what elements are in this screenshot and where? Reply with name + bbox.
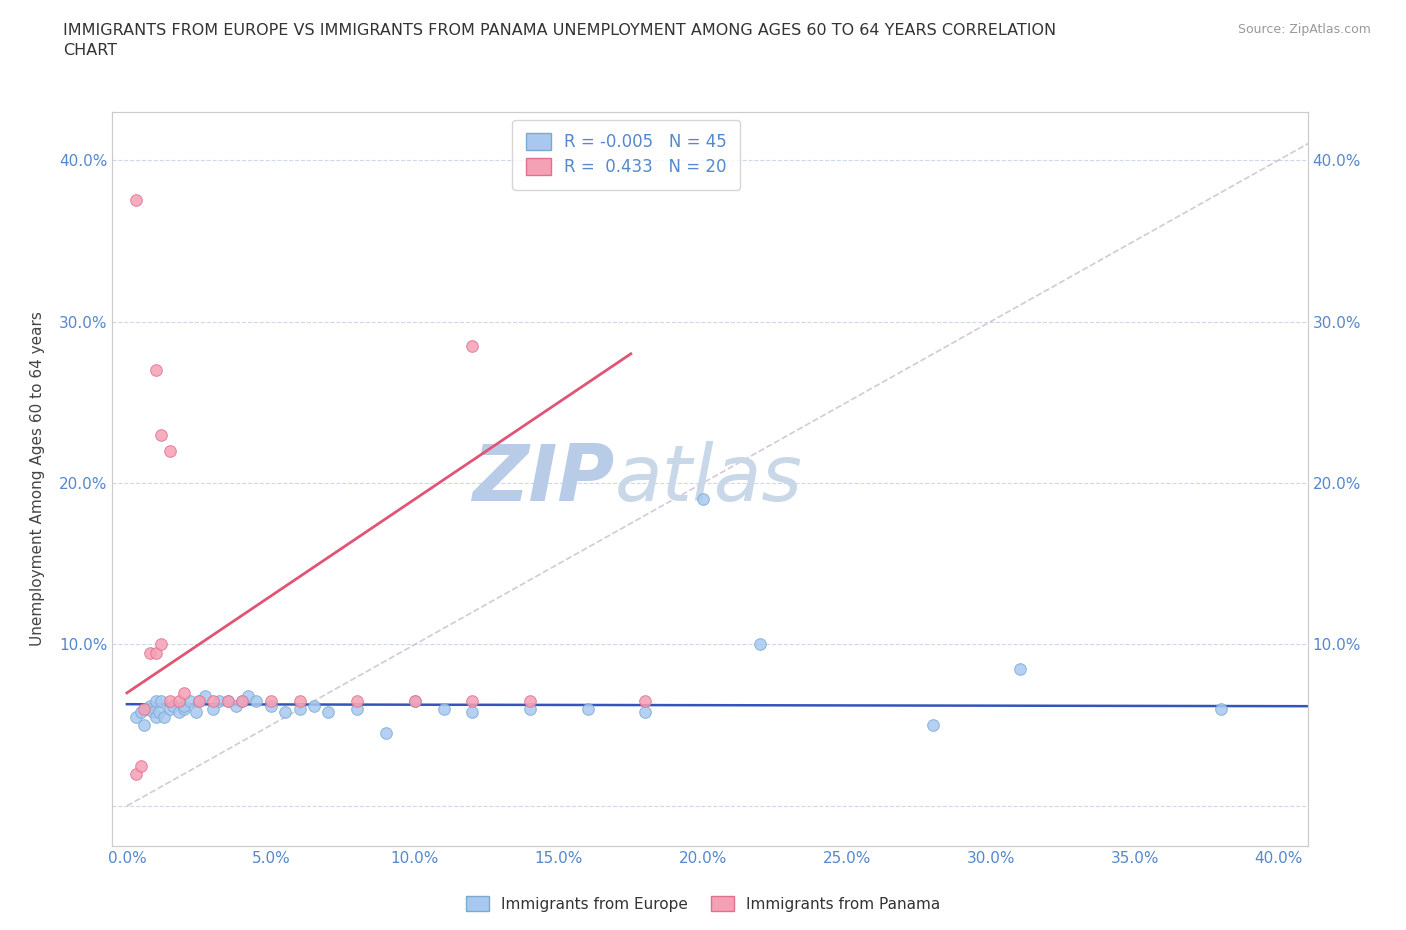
Point [145, 645, 167, 660]
Point [922, 718, 945, 733]
Point [634, 705, 657, 720]
Point [134, 701, 156, 716]
Point [749, 637, 772, 652]
Point [1008, 661, 1031, 676]
Point [245, 694, 267, 709]
Point [184, 705, 207, 720]
Point [136, 701, 159, 716]
Point [150, 637, 173, 652]
Point [274, 705, 297, 720]
Point [288, 694, 311, 709]
Point [194, 689, 217, 704]
Point [461, 339, 484, 353]
Point [346, 694, 368, 709]
Point [634, 694, 657, 709]
Text: IMMIGRANTS FROM EUROPE VS IMMIGRANTS FROM PANAMA UNEMPLOYMENT AMONG AGES 60 TO 6: IMMIGRANTS FROM EUROPE VS IMMIGRANTS FRO… [63, 23, 1056, 58]
Point [217, 694, 239, 709]
Text: ZIP: ZIP [472, 441, 614, 517]
Point [167, 705, 190, 720]
Point [318, 705, 340, 720]
Point [129, 705, 152, 720]
Point [208, 694, 231, 709]
Point [187, 694, 209, 709]
Point [162, 698, 184, 713]
Point [187, 694, 209, 709]
Point [142, 705, 165, 720]
Point [1211, 701, 1233, 716]
Point [346, 701, 368, 716]
Point [139, 698, 162, 713]
Point [519, 694, 541, 709]
Point [124, 766, 146, 781]
Point [433, 701, 456, 716]
Point [159, 694, 181, 709]
Point [173, 701, 195, 716]
Point [231, 694, 253, 709]
Point [173, 685, 195, 700]
Point [129, 758, 152, 773]
Text: atlas: atlas [614, 441, 803, 517]
Point [153, 710, 176, 724]
Point [134, 718, 156, 733]
Point [260, 694, 283, 709]
Point [159, 444, 181, 458]
Point [145, 363, 167, 378]
Point [145, 710, 167, 724]
Point [173, 698, 195, 713]
Point [139, 645, 162, 660]
Point [179, 694, 201, 709]
Point [148, 705, 170, 720]
Point [225, 698, 247, 713]
Point [124, 710, 146, 724]
Point [461, 694, 484, 709]
Point [519, 701, 541, 716]
Point [167, 694, 190, 709]
Point [260, 698, 283, 713]
Point [150, 694, 173, 709]
Point [236, 689, 259, 704]
Point [375, 725, 398, 740]
Point [302, 698, 325, 713]
Point [404, 694, 426, 709]
Point [145, 694, 167, 709]
Point [159, 701, 181, 716]
Point [576, 701, 599, 716]
Point [692, 492, 714, 507]
Legend: Immigrants from Europe, Immigrants from Panama: Immigrants from Europe, Immigrants from … [460, 889, 946, 918]
Point [461, 705, 484, 720]
Legend: R = -0.005   N = 45, R =  0.433   N = 20: R = -0.005 N = 45, R = 0.433 N = 20 [513, 120, 740, 190]
Y-axis label: Unemployment Among Ages 60 to 64 years: Unemployment Among Ages 60 to 64 years [31, 312, 45, 646]
Text: Source: ZipAtlas.com: Source: ZipAtlas.com [1237, 23, 1371, 36]
Point [231, 694, 253, 709]
Point [202, 694, 225, 709]
Point [124, 193, 146, 207]
Point [288, 701, 311, 716]
Point [202, 701, 225, 716]
Point [404, 694, 426, 709]
Point [150, 427, 173, 442]
Point [217, 694, 239, 709]
